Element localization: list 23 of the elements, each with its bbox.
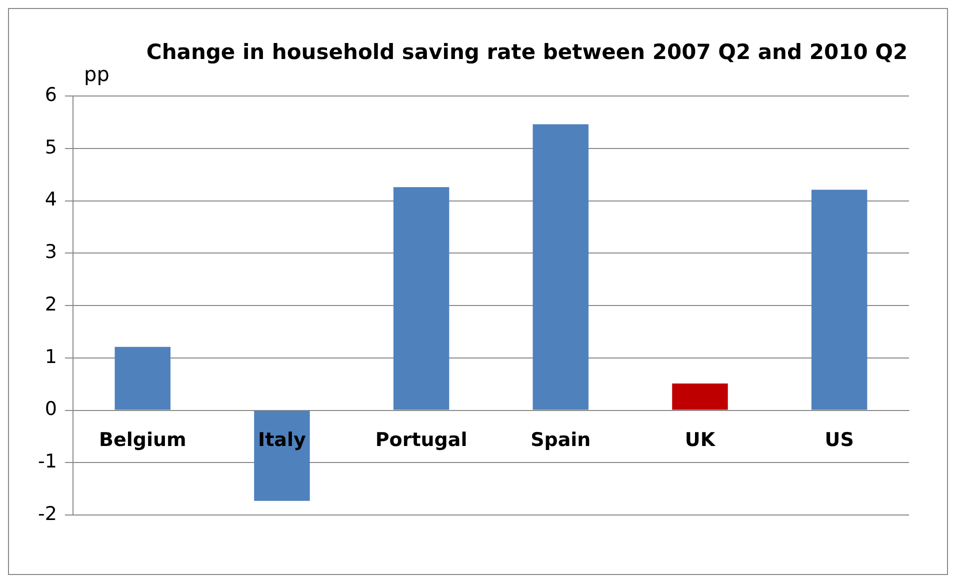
x-tick-label: Portugal bbox=[375, 429, 468, 452]
y-tick-label: 3 bbox=[44, 241, 57, 264]
bar bbox=[532, 124, 589, 410]
x-tick-label: UK bbox=[684, 429, 716, 452]
y-tick-label: -1 bbox=[38, 450, 57, 473]
y-tick-label: 6 bbox=[44, 84, 57, 106]
bar bbox=[254, 410, 310, 501]
x-tick-label: US bbox=[824, 429, 854, 452]
x-tick-label: Belgium bbox=[98, 429, 186, 452]
bar bbox=[393, 187, 450, 410]
x-tick-label: Spain bbox=[530, 429, 591, 452]
bar bbox=[811, 190, 868, 410]
x-tick-label: Italy bbox=[258, 429, 307, 452]
y-tick-label: 1 bbox=[44, 346, 57, 368]
y-tick-label: 2 bbox=[44, 293, 57, 316]
y-tick-label: 0 bbox=[44, 398, 57, 420]
bar bbox=[114, 346, 170, 410]
chart-title: Change in household saving rate between 2007 Q2 and 2010 Q2 bbox=[146, 40, 908, 64]
y-tick-label: 4 bbox=[44, 188, 57, 211]
bar bbox=[672, 384, 728, 410]
y-tick-label: 5 bbox=[44, 136, 57, 158]
y-tick-label: -2 bbox=[38, 502, 57, 525]
y-axis-title: pp bbox=[84, 62, 110, 86]
